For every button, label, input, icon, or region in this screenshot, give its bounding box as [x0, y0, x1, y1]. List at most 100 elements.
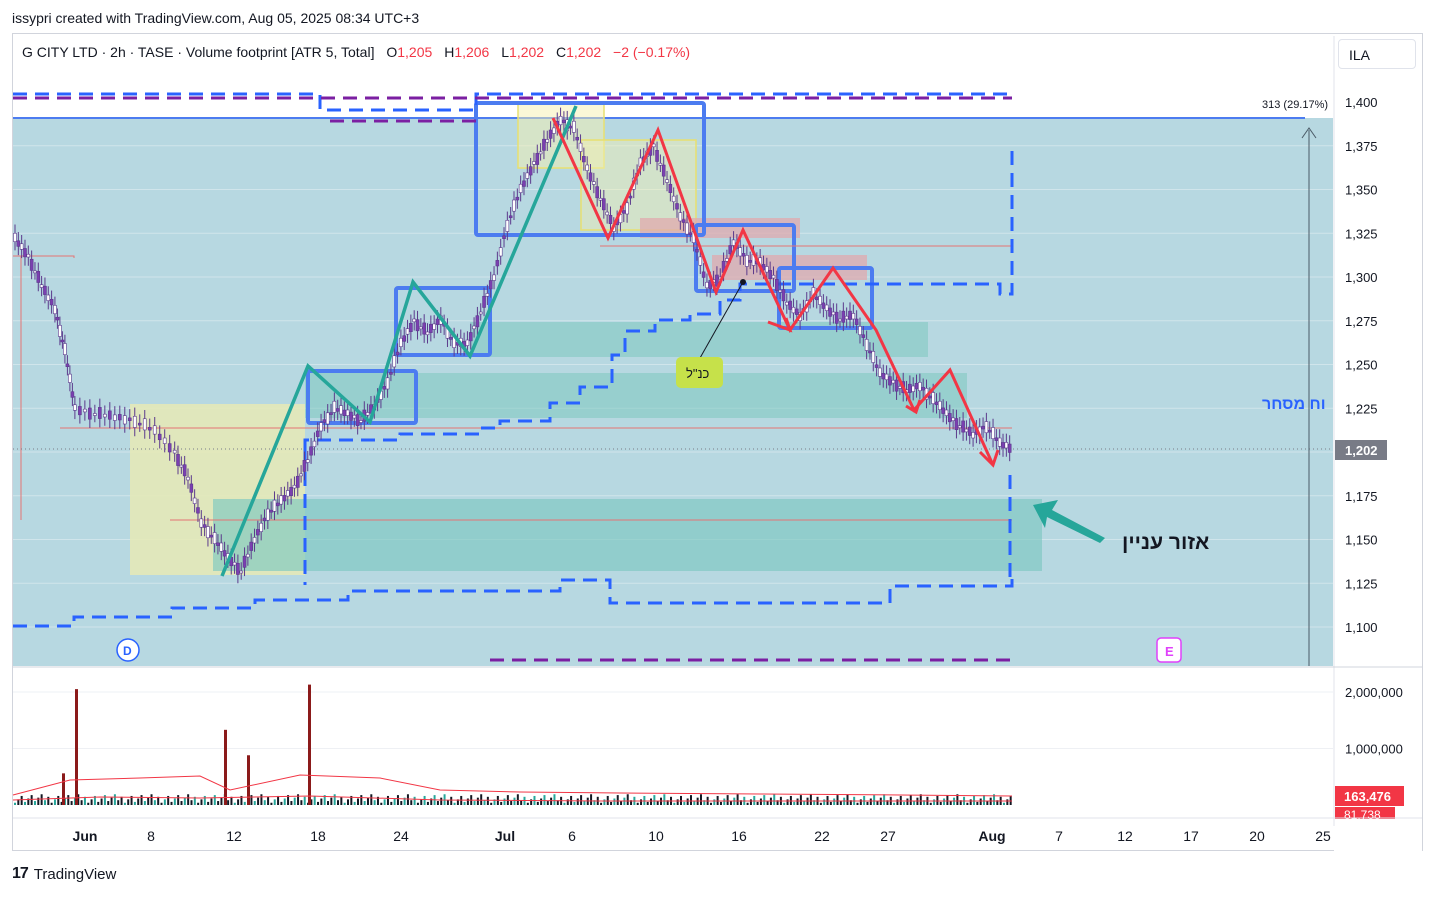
volume-bar	[333, 794, 336, 805]
candle-body	[49, 299, 54, 306]
volume-bar	[680, 795, 682, 805]
volume-bar	[170, 801, 173, 805]
candle-body	[339, 405, 343, 415]
volume-bar	[446, 800, 449, 805]
time-tick-label: 27	[880, 828, 896, 844]
volume-bar	[603, 799, 606, 805]
volume-bar	[536, 801, 539, 805]
volume-bar	[593, 800, 596, 805]
currency-button[interactable]: ILA	[1338, 39, 1416, 69]
volume-bar	[546, 801, 549, 805]
candle-body	[864, 338, 869, 351]
volume-bar	[50, 802, 53, 805]
volume-bar	[616, 795, 619, 805]
high-value: 1,206	[454, 44, 490, 60]
candle-body	[888, 376, 892, 386]
volume-bar	[120, 796, 123, 805]
candle-body	[971, 432, 975, 439]
volume-bar	[739, 800, 742, 805]
volume-bar	[486, 796, 489, 805]
candle-body	[422, 322, 426, 335]
volume-bar	[856, 802, 859, 805]
volume-bar	[213, 795, 216, 805]
candle-body	[668, 183, 673, 193]
consolidation-box	[694, 223, 796, 293]
candle-body	[432, 323, 436, 330]
candle-body	[285, 490, 290, 497]
candle-body	[325, 412, 330, 425]
volume-bar	[287, 795, 290, 805]
volume-bar	[946, 795, 949, 805]
volume-bar	[293, 797, 296, 805]
candle-body	[748, 260, 752, 263]
volume-bar	[689, 795, 692, 805]
volume-bar	[113, 794, 116, 805]
volume-bar	[526, 802, 529, 805]
consolidation-box	[777, 266, 874, 330]
open-label: O	[386, 44, 398, 60]
change-value: −2 (−0.17%)	[613, 44, 691, 60]
candle-body	[269, 509, 273, 513]
volume-spike-bar	[308, 684, 311, 805]
volume-bar	[167, 795, 170, 805]
candle-body	[868, 350, 872, 354]
candle-body	[861, 334, 866, 338]
time-tick-label: 12	[226, 828, 242, 844]
volume-bar	[33, 801, 36, 805]
volume-bar	[749, 799, 752, 805]
candle-body	[349, 411, 353, 421]
channel-bottom-dashed	[13, 575, 1014, 628]
candle-body	[911, 385, 916, 392]
candle-body	[508, 215, 513, 219]
candle-body	[731, 239, 736, 246]
candle-body	[279, 495, 283, 505]
volume-bar	[873, 795, 876, 805]
candle-body	[728, 245, 733, 255]
volume-bar	[899, 795, 902, 805]
volume-bar	[686, 798, 689, 805]
candle-body	[98, 407, 102, 419]
volume-bar	[27, 798, 30, 805]
time-tick-label: Jul	[495, 828, 515, 844]
volume-bar	[317, 801, 320, 805]
arrow-head	[767, 317, 793, 333]
candle-body	[705, 281, 709, 289]
volume-bar	[726, 795, 729, 805]
candle-body	[468, 332, 473, 342]
volume-bar	[656, 801, 659, 805]
consolidation-box	[474, 101, 706, 237]
candle-body	[828, 307, 832, 317]
volume-bar	[666, 800, 669, 805]
candle-body	[179, 464, 184, 468]
candle-body	[918, 382, 922, 392]
candle-body	[329, 412, 333, 415]
attribution-text: issypri created with TradingView.com, Au…	[12, 10, 420, 26]
candle-body	[844, 315, 849, 320]
volume-bar	[503, 798, 506, 805]
candle-body	[818, 295, 822, 305]
level-line	[13, 255, 75, 258]
candle-body	[13, 232, 17, 242]
candle-body	[236, 562, 240, 575]
candle-body	[305, 459, 310, 463]
candle-body	[355, 414, 360, 427]
volume-bar	[699, 794, 702, 805]
candle-body	[103, 413, 107, 418]
candle-body	[944, 409, 949, 416]
candle-body	[914, 383, 919, 390]
candle-body	[775, 279, 779, 291]
candle-body	[315, 430, 320, 437]
consolidation-box	[306, 369, 418, 425]
candle-body	[831, 311, 836, 316]
candle-body	[605, 211, 609, 216]
volume-bar	[70, 801, 73, 805]
volume-bar	[173, 798, 176, 805]
volume-bar	[763, 795, 766, 805]
price-tick-label: 1,175	[1345, 489, 1378, 504]
volume-spike-bar	[62, 773, 65, 805]
volume-bar	[147, 797, 150, 805]
candle-body	[791, 306, 796, 314]
symbol-title: G CITY LTD · 2h · TASE · Volume footprin…	[22, 44, 375, 60]
candle-body	[196, 507, 200, 514]
